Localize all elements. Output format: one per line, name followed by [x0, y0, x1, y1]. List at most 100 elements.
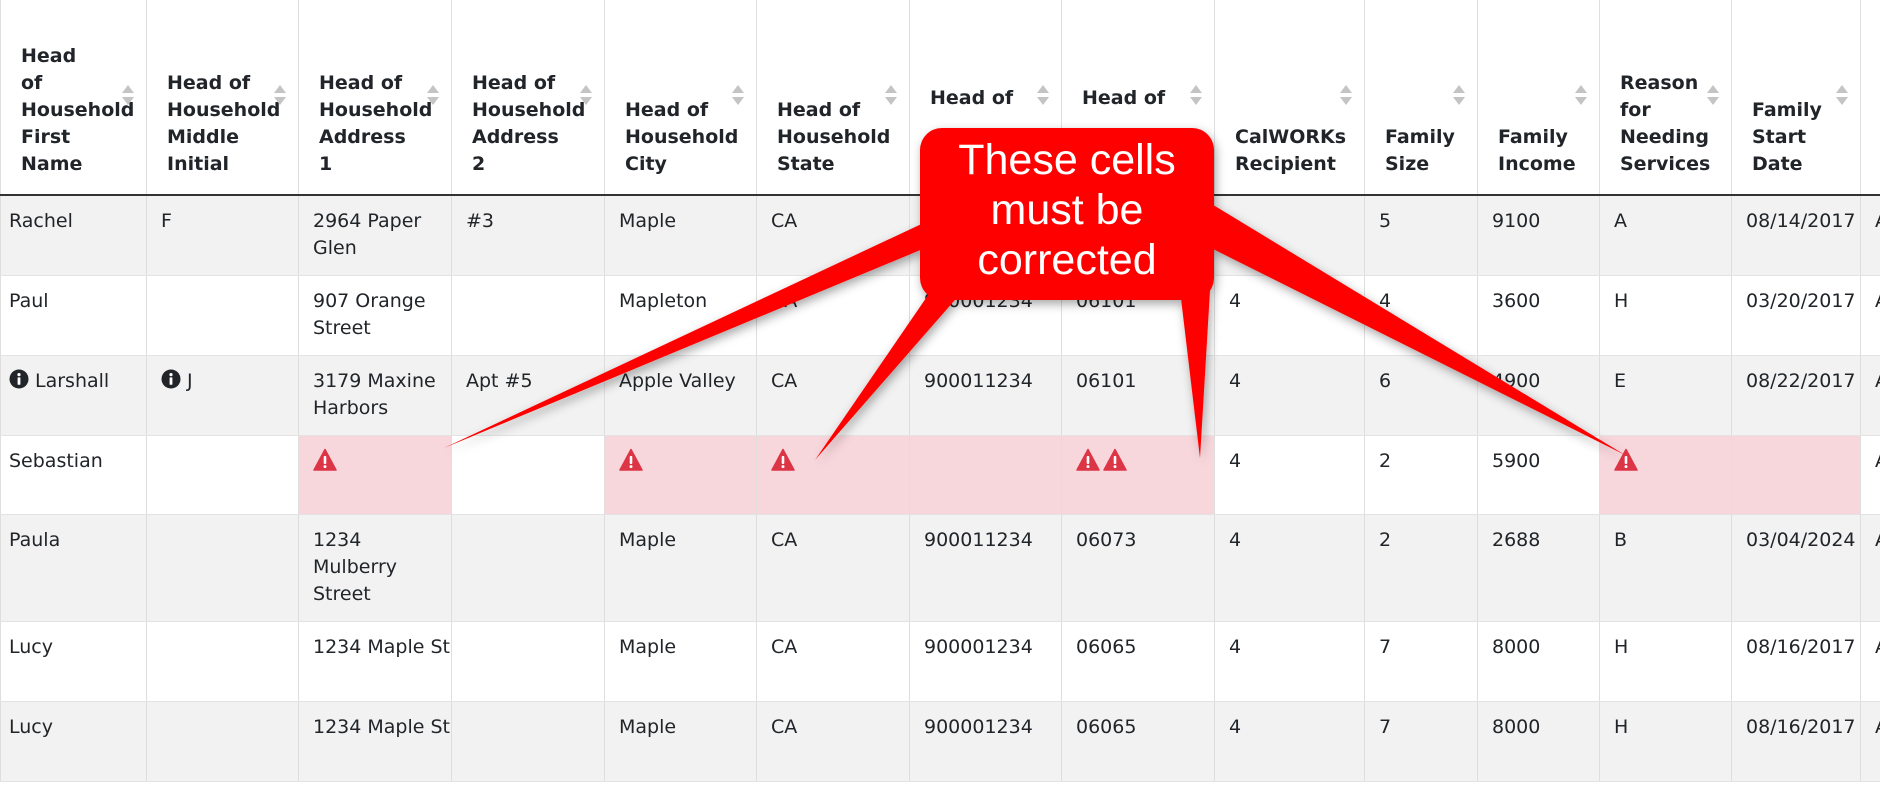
cell-address-2: #3 [452, 195, 605, 275]
table-row[interactable]: Lucy 1234 Maple St Maple CA 900001234 06… [1, 621, 1880, 701]
cell-city: Maple [605, 195, 757, 275]
cell-middle-initial [147, 435, 299, 514]
cell-calworks: 4 [1215, 701, 1365, 781]
cell-first-name: Lucy [1, 701, 147, 781]
sort-arrows-icon[interactable] [1340, 85, 1352, 111]
cell-reason: H [1600, 275, 1732, 355]
cell-middle-initial [147, 621, 299, 701]
sort-arrows-icon[interactable] [274, 85, 286, 111]
column-header-calworks[interactable]: CalWORKs Recipient [1215, 0, 1365, 195]
cell-calworks [1215, 195, 1365, 275]
cell-middle-initial: J [147, 355, 299, 435]
warning-icon[interactable] [1103, 448, 1127, 472]
cell-address-1: 1234 Mulberry Street [299, 514, 452, 621]
warning-icon[interactable] [1076, 448, 1100, 472]
sort-arrows-icon[interactable] [427, 85, 439, 111]
cell-city: Maple [605, 701, 757, 781]
cell-city: Maple [605, 621, 757, 701]
warning-icon[interactable] [313, 448, 337, 472]
cell-col7: 900011234 [910, 355, 1062, 435]
error-cell-start-date[interactable] [1732, 435, 1861, 514]
column-header-middle-initial[interactable]: Head of Household Middle Initial [147, 0, 299, 195]
cell-col8: 06065 [1062, 621, 1215, 701]
error-cell-address-1[interactable] [299, 435, 452, 514]
error-cell-reason[interactable] [1600, 435, 1732, 514]
column-header-state[interactable]: Head of Household State [757, 0, 910, 195]
cell-first-name: Paula [1, 514, 147, 621]
column-header-first-name[interactable]: Head of Household First Name [1, 0, 147, 195]
cell-start-date: 08/16/2017 [1732, 621, 1861, 701]
cell-first-name: Larshall [1, 355, 147, 435]
cell-address-1: 1234 Maple St [299, 701, 452, 781]
error-cell-city[interactable] [605, 435, 757, 514]
cell-address-2 [452, 435, 605, 514]
cell-start-date: 08/16/2017 [1732, 701, 1861, 781]
cell-reason: H [1600, 701, 1732, 781]
cell-partial: A [1861, 275, 1880, 355]
sort-arrows-icon[interactable] [1190, 85, 1202, 111]
sort-arrows-icon[interactable] [122, 85, 134, 111]
sort-arrows-icon[interactable] [1836, 85, 1848, 111]
table-row[interactable]: Lucy 1234 Maple St Maple CA 900001234 06… [1, 701, 1880, 781]
cell-reason: H [1600, 621, 1732, 701]
cell-state: CA [757, 195, 910, 275]
cell-partial: A [1861, 435, 1880, 514]
sort-arrows-icon[interactable] [1453, 85, 1465, 111]
column-header-city[interactable]: Head of Household City [605, 0, 757, 195]
table-row[interactable]: Paul 907 Orange Street Mapleton CA 90000… [1, 275, 1880, 355]
warning-icon[interactable] [1614, 448, 1638, 472]
cell-middle-initial [147, 514, 299, 621]
cell-reason: A [1600, 195, 1732, 275]
cell-partial: A [1861, 701, 1880, 781]
cell-middle-initial: F [147, 195, 299, 275]
column-header-address-1[interactable]: Head of Household Address 1 [299, 0, 452, 195]
cell-middle-initial [147, 275, 299, 355]
cell-address-2: Apt #5 [452, 355, 605, 435]
error-cell-state[interactable] [757, 435, 910, 514]
table-row[interactable]: Larshall J 3179 Maxine Harbors Apt #5 Ap… [1, 355, 1880, 435]
info-circle-icon[interactable] [161, 369, 181, 389]
cell-address-1: 1234 Maple St [299, 621, 452, 701]
column-header-head-of-7[interactable]: Head of [910, 0, 1062, 195]
cell-city: Apple Valley [605, 355, 757, 435]
warning-icon[interactable] [619, 448, 643, 472]
column-header-head-of-8[interactable]: Head of [1062, 0, 1215, 195]
sort-arrows-icon[interactable] [1037, 85, 1049, 111]
cell-col7: 900011234 [910, 514, 1062, 621]
table-row[interactable]: Sebastian 4 2 5900 A [1, 435, 1880, 514]
cell-family-size: 2 [1365, 514, 1478, 621]
sort-arrows-icon[interactable] [885, 85, 897, 111]
error-cell-col8[interactable] [1062, 435, 1215, 514]
cell-calworks: 4 [1215, 435, 1365, 514]
column-header-reason[interactable]: Reason for Needing Services [1600, 0, 1732, 195]
cell-family-income: 4900 [1478, 355, 1600, 435]
cell-family-size: 2 [1365, 435, 1478, 514]
cell-col7: 900001234 [910, 701, 1062, 781]
column-header-address-2[interactable]: Head of Household Address 2 [452, 0, 605, 195]
column-header-start-date[interactable]: Family Start Date [1732, 0, 1861, 195]
warning-icon[interactable] [771, 448, 795, 472]
table-row[interactable]: Rachel F 2964 Paper Glen #3 Maple CA 5 9… [1, 195, 1880, 275]
cell-col8: 06101 [1062, 355, 1215, 435]
cell-address-2 [452, 701, 605, 781]
column-header-family-income[interactable]: Family Income [1478, 0, 1600, 195]
cell-family-income: 8000 [1478, 621, 1600, 701]
cell-partial: A [1861, 621, 1880, 701]
sort-arrows-icon[interactable] [580, 85, 592, 111]
cell-address-1: 2964 Paper Glen [299, 195, 452, 275]
info-circle-icon[interactable] [9, 369, 29, 389]
sort-arrows-icon[interactable] [1707, 85, 1719, 111]
cell-col8 [1062, 195, 1215, 275]
first-name-text: Larshall [35, 370, 109, 392]
error-cell-col7[interactable] [910, 435, 1062, 514]
table-row[interactable]: Paula 1234 Mulberry Street Maple CA 9000… [1, 514, 1880, 621]
sort-arrows-icon[interactable] [732, 85, 744, 111]
sort-arrows-icon[interactable] [1575, 85, 1587, 111]
cell-partial: A [1861, 195, 1880, 275]
cell-family-size: 4 [1365, 275, 1478, 355]
column-header-family-size[interactable]: Family Size [1365, 0, 1478, 195]
cell-col8: 06101 [1062, 275, 1215, 355]
middle-initial-text: J [187, 370, 193, 392]
cell-col7: 900001234 [910, 621, 1062, 701]
